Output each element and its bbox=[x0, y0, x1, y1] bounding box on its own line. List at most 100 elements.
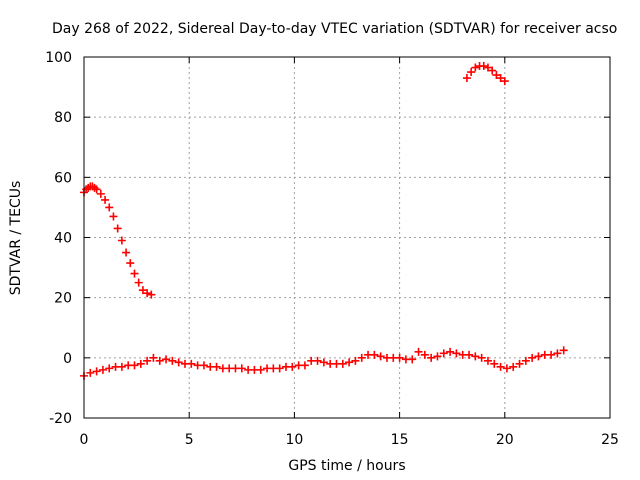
data-point bbox=[155, 356, 164, 365]
data-point bbox=[515, 359, 524, 368]
data-point bbox=[126, 259, 135, 268]
data-point bbox=[345, 358, 354, 367]
data-point bbox=[492, 71, 501, 80]
data-point bbox=[109, 212, 118, 221]
data-point bbox=[471, 352, 480, 361]
chart-title: Day 268 of 2022, Sidereal Day-to-day VTE… bbox=[52, 21, 617, 37]
data-point bbox=[162, 355, 171, 364]
data-point bbox=[488, 66, 497, 75]
series-early-arc bbox=[80, 182, 156, 299]
data-point bbox=[420, 350, 429, 359]
data-point bbox=[98, 365, 107, 374]
x-tick-label: 20 bbox=[496, 432, 514, 448]
data-point bbox=[101, 195, 110, 204]
x-tick-label: 0 bbox=[80, 432, 89, 448]
data-point bbox=[338, 359, 347, 368]
data-point bbox=[117, 362, 126, 371]
data-point bbox=[136, 359, 145, 368]
data-point bbox=[376, 352, 385, 361]
data-point bbox=[528, 353, 537, 362]
data-point bbox=[439, 349, 448, 358]
data-point bbox=[471, 63, 480, 72]
grid-layer bbox=[84, 57, 610, 418]
data-point bbox=[86, 368, 95, 377]
data-point bbox=[122, 248, 131, 257]
y-tick-label: 80 bbox=[54, 110, 72, 126]
points-layer bbox=[80, 62, 568, 380]
data-point bbox=[534, 352, 543, 361]
series-late-arc bbox=[462, 62, 509, 86]
data-point bbox=[496, 362, 505, 371]
data-point bbox=[149, 353, 158, 362]
data-point bbox=[237, 364, 246, 373]
data-point bbox=[502, 364, 511, 373]
data-point bbox=[300, 361, 309, 370]
x-tick-label: 15 bbox=[391, 432, 409, 448]
y-axis-label: SDTVAR / TECUs bbox=[8, 181, 24, 296]
data-point bbox=[496, 74, 505, 83]
data-point bbox=[92, 367, 101, 376]
data-point bbox=[174, 358, 183, 367]
data-point bbox=[414, 347, 423, 356]
x-tick-label: 5 bbox=[185, 432, 194, 448]
data-point bbox=[113, 224, 122, 233]
data-point bbox=[433, 352, 442, 361]
x-tick-label: 25 bbox=[601, 432, 619, 448]
tick-layer: 0 5 10 15 20 25 -20 0 20 40 60 80 100 bbox=[45, 50, 619, 448]
data-point bbox=[477, 353, 486, 362]
data-point bbox=[105, 364, 114, 373]
data-point bbox=[427, 353, 436, 362]
data-point bbox=[147, 290, 156, 299]
y-tick-label: 0 bbox=[63, 351, 72, 367]
data-point bbox=[351, 356, 360, 365]
data-point bbox=[479, 62, 488, 71]
data-point bbox=[143, 289, 152, 298]
data-point bbox=[138, 286, 147, 295]
data-point bbox=[319, 358, 328, 367]
y-tick-label: -20 bbox=[49, 411, 72, 427]
data-point bbox=[357, 353, 366, 362]
data-point bbox=[105, 203, 114, 212]
plot-frame bbox=[83, 56, 611, 419]
data-point bbox=[256, 365, 265, 374]
data-point bbox=[199, 361, 208, 370]
data-point bbox=[288, 362, 297, 371]
series-near-zero-band bbox=[80, 346, 568, 380]
data-point bbox=[500, 77, 509, 86]
data-point bbox=[483, 356, 492, 365]
data-point bbox=[395, 353, 404, 362]
data-point bbox=[553, 349, 562, 358]
y-tick-label: 20 bbox=[54, 291, 72, 307]
data-point bbox=[509, 362, 518, 371]
data-point bbox=[187, 359, 196, 368]
data-point bbox=[490, 359, 499, 368]
data-point bbox=[370, 350, 379, 359]
y-tick-label: 40 bbox=[54, 231, 72, 247]
data-point bbox=[408, 355, 417, 364]
data-point bbox=[168, 356, 177, 365]
y-tick-label: 100 bbox=[45, 50, 72, 66]
data-point bbox=[467, 68, 476, 77]
data-point bbox=[521, 356, 530, 365]
data-point bbox=[130, 361, 139, 370]
data-point bbox=[275, 364, 284, 373]
data-point bbox=[446, 347, 455, 356]
y-tick-label: 60 bbox=[54, 170, 72, 186]
data-point bbox=[130, 269, 139, 278]
data-point bbox=[483, 63, 492, 72]
data-point bbox=[212, 362, 221, 371]
data-point bbox=[313, 356, 322, 365]
data-point bbox=[462, 74, 471, 83]
data-point bbox=[143, 356, 152, 365]
data-point bbox=[452, 349, 461, 358]
x-tick-label: 10 bbox=[285, 432, 303, 448]
data-point bbox=[547, 350, 556, 359]
data-point bbox=[96, 189, 105, 198]
x-axis-label: GPS time / hours bbox=[288, 458, 405, 474]
data-point bbox=[92, 185, 101, 194]
data-point bbox=[134, 278, 143, 287]
data-point bbox=[117, 236, 126, 245]
data-point bbox=[465, 350, 474, 359]
